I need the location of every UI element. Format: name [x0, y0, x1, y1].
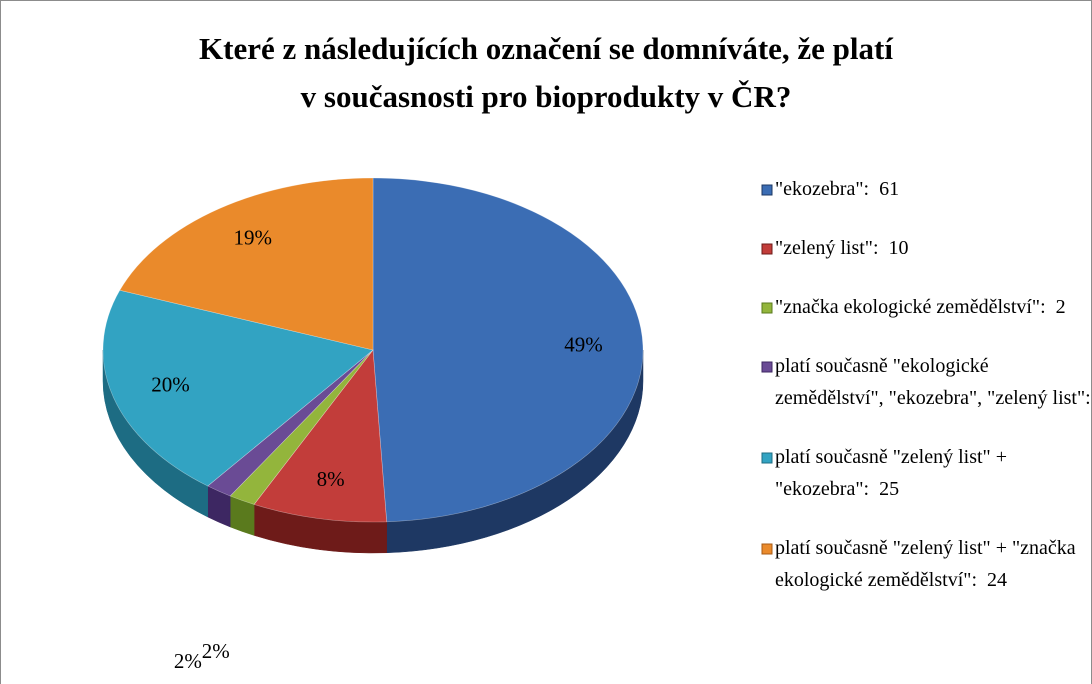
legend-swatch	[761, 302, 773, 314]
legend-separator: :	[1040, 296, 1056, 318]
legend-separator: :	[971, 569, 987, 591]
legend-label: "značka ekologické zemědělství"	[775, 296, 1040, 318]
legend: "ekozebra": 61 "zelený list": 10 "značka e…	[761, 178, 1092, 591]
data-label: 20%	[151, 373, 190, 397]
legend-count: 24	[987, 569, 1007, 591]
legend-label: platí současně "zelený list" + "ekozebra"	[775, 446, 1007, 500]
legend-label: platí současně "ekologické zemědělství", …	[775, 355, 1085, 409]
data-label: 49%	[564, 332, 603, 356]
legend-count: 10	[889, 237, 909, 259]
legend-value: : 61	[864, 178, 900, 200]
legend-separator: :	[864, 478, 880, 500]
legend-count: 25	[879, 478, 899, 500]
legend-value: : 2	[1085, 387, 1092, 409]
legend-separator: :	[1085, 387, 1092, 409]
pie-sides	[102, 349, 644, 554]
pie-slice	[119, 177, 374, 351]
pie-slice	[102, 289, 374, 487]
legend-swatch	[761, 361, 773, 373]
data-label: 19%	[233, 226, 272, 250]
legend-swatch	[761, 543, 773, 555]
legend-value: : 10	[873, 237, 909, 259]
pie-slice	[207, 349, 374, 497]
pie-slice	[253, 349, 387, 523]
legend-separator: :	[873, 237, 889, 259]
data-label: 2%	[174, 649, 202, 673]
chart-title: Které z následujících označení se domnív…	[199, 31, 893, 66]
pie-slice	[372, 177, 644, 523]
legend-swatch	[761, 452, 773, 464]
legend-count: 61	[879, 178, 899, 200]
data-label: 8%	[317, 467, 345, 491]
legend-label: "ekozebra"	[775, 178, 864, 200]
legend-count: 2	[1056, 296, 1066, 318]
pie-tops	[102, 177, 644, 523]
legend-value: : 25	[864, 478, 900, 500]
legend-label: "zelený list"	[775, 237, 873, 259]
pie-slice	[229, 349, 374, 505]
chart-title: v současnosti pro bioprodukty v ČR?	[301, 79, 792, 114]
legend-value: : 24	[971, 569, 1007, 591]
legend-separator: :	[864, 178, 880, 200]
legend-swatch	[761, 243, 773, 255]
data-labels: 49% 8% 2%2% 20% 19%	[151, 226, 603, 673]
legend-value: : 2	[1040, 296, 1066, 318]
data-label: 2%	[202, 639, 230, 663]
legend-swatch	[761, 184, 773, 196]
legend-label: platí současně "zelený list" + "značka ek…	[775, 537, 1076, 591]
